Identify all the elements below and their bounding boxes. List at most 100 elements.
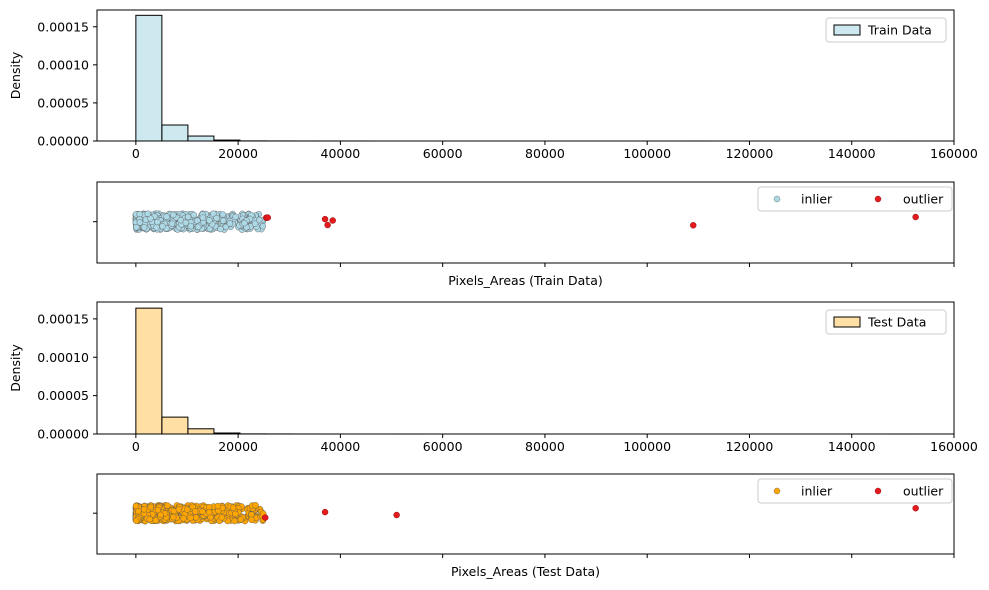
y-tick-label: 0.00000 — [37, 427, 89, 442]
inlier-point — [237, 516, 245, 523]
train-legend-outlier-marker — [874, 195, 882, 203]
train-legend-inlier-marker — [773, 195, 781, 203]
train-legend-inlier-label: inlier — [801, 192, 833, 207]
inlier-point — [154, 218, 161, 226]
train-legend-label: Train Data — [867, 23, 932, 38]
train-histogram-ylabel: Density — [8, 51, 23, 99]
inlier-point — [192, 514, 200, 521]
inlier-point — [187, 514, 194, 522]
histogram-bar — [161, 416, 189, 435]
histogram-bar — [135, 14, 163, 142]
x-tick-label: 140000 — [828, 146, 876, 161]
inlier-point — [226, 220, 234, 227]
x-tick-label: 20000 — [218, 439, 258, 454]
y-tick-label: 0.00005 — [37, 388, 89, 403]
inlier-point — [219, 211, 227, 218]
outlier-point — [393, 511, 400, 519]
inlier-point — [241, 219, 248, 227]
inlier-point — [135, 508, 142, 515]
test-strip-legend-box — [757, 478, 953, 504]
inlier-point — [182, 219, 190, 226]
outlier-point — [324, 221, 331, 229]
outlier-point — [321, 215, 329, 223]
test-histogram-x-axis: 0 20000 40000 60000 80000 100000 120000 140000 1… — [132, 434, 978, 454]
train-histogram-x-axis: 0 20000 40000 60000 80000 100000 120000 140000 1… — [132, 141, 978, 161]
inlier-point — [205, 509, 213, 516]
test-legend-outlier-label: outlier — [903, 484, 944, 499]
inlier-point — [194, 223, 202, 231]
inlier-point — [218, 514, 225, 521]
inlier-point — [133, 224, 140, 231]
train-histogram-legend: Train Data — [825, 17, 947, 43]
y-tick-label: 0.00010 — [37, 350, 89, 365]
x-tick-label: 120000 — [726, 439, 774, 454]
inlier-point — [199, 508, 206, 515]
y-tick-label: 0.00005 — [37, 95, 89, 110]
inlier-point — [157, 511, 164, 519]
y-tick-label: 0.00015 — [37, 311, 89, 326]
x-tick-label: 160000 — [930, 146, 978, 161]
inlier-point — [190, 211, 198, 219]
train-histogram-frame — [96, 9, 955, 142]
test-legend-patch — [833, 316, 861, 328]
inlier-point — [199, 214, 207, 221]
inlier-point — [133, 517, 140, 525]
test-legend-box — [825, 309, 947, 335]
train-strip-frame — [96, 181, 955, 264]
train-strip-legend-box — [757, 186, 953, 212]
outlier-point — [690, 222, 697, 229]
x-tick-label: 40000 — [321, 439, 361, 454]
inlier-point — [154, 506, 162, 514]
test-strip-panel: Pixels_Areas (Test Data) inlier outlier — [93, 473, 955, 579]
inlier-point — [248, 516, 255, 524]
inlier-point — [164, 502, 171, 509]
train-strip-legend: inlier outlier — [757, 186, 953, 212]
x-tick-label: 120000 — [726, 146, 774, 161]
inlier-point — [187, 222, 195, 230]
inlier-point — [144, 210, 151, 217]
inlier-point — [256, 216, 263, 224]
outlier-point — [321, 508, 329, 516]
x-tick-label: 0 — [132, 146, 140, 161]
inlier-point — [184, 506, 191, 513]
y-tick-label: 0.00015 — [37, 19, 89, 34]
inlier-point — [177, 216, 184, 224]
outlier-point — [912, 213, 919, 221]
x-tick-label: 60000 — [423, 439, 463, 454]
x-tick-label: 80000 — [525, 146, 565, 161]
x-tick-label: 140000 — [828, 439, 876, 454]
train-legend-patch — [833, 24, 861, 36]
histogram-bar — [135, 307, 163, 435]
x-tick-label: 40000 — [321, 146, 361, 161]
inlier-point — [136, 211, 143, 218]
test-histogram-y-axis: 0.00000 0.00005 0.00010 0.00015 — [37, 311, 97, 442]
inlier-point — [170, 513, 177, 521]
inlier-point — [229, 504, 237, 511]
train-strip-points — [132, 210, 919, 233]
inlier-point — [214, 502, 222, 510]
test-strip-x-axis — [93, 512, 955, 558]
inlier-point — [259, 222, 267, 230]
inlier-point — [232, 510, 239, 518]
inlier-point — [168, 220, 176, 227]
inlier-point — [147, 503, 154, 511]
inlier-point — [163, 213, 170, 220]
test-strip-points — [132, 502, 919, 525]
inlier-point — [210, 210, 217, 217]
inlier-point — [140, 224, 148, 231]
inlier-point — [213, 214, 220, 222]
train-histogram-panel: 0 20000 40000 60000 80000 100000 120000 140000 1… — [8, 9, 978, 161]
train-legend-box — [825, 17, 947, 43]
test-histogram-bars — [135, 307, 918, 435]
inlier-point — [146, 515, 154, 523]
test-legend-label: Test Data — [867, 315, 926, 330]
test-legend-outlier-marker — [874, 487, 882, 495]
inlier-point — [184, 213, 192, 221]
inlier-point — [152, 517, 159, 524]
inlier-point — [136, 219, 144, 226]
inlier-point — [153, 224, 160, 231]
outlier-point — [912, 505, 919, 512]
inlier-point — [170, 211, 177, 219]
x-tick-label: 160000 — [930, 439, 978, 454]
